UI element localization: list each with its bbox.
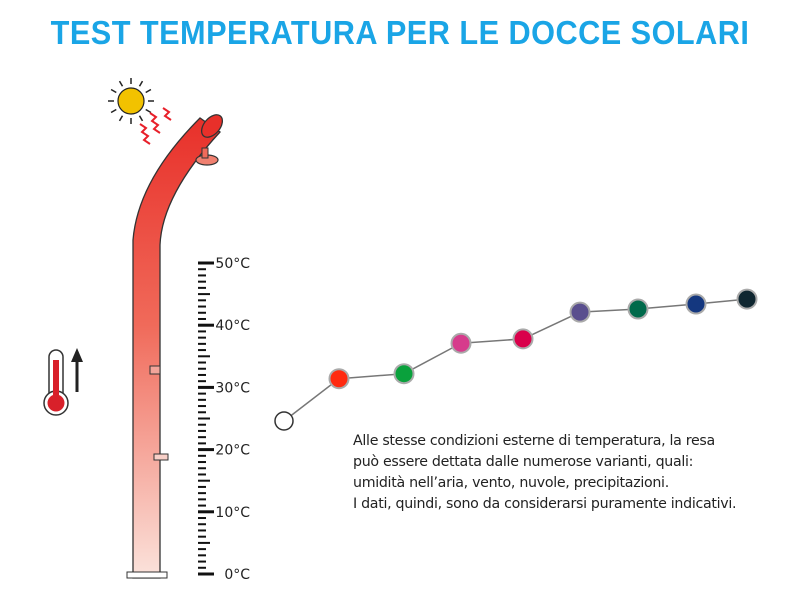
- heat-waves-icon: [139, 107, 172, 145]
- data-point: [736, 288, 758, 310]
- data-point: [569, 301, 591, 323]
- solar-shower-illustration: [126, 114, 224, 579]
- disclaimer-note: Alle stesse condizioni esterne di temper…: [353, 431, 793, 515]
- thermometer-icon: [43, 349, 69, 416]
- data-point: [393, 363, 415, 385]
- note-line: I dati, quindi, sono da considerarsi pur…: [353, 496, 737, 512]
- data-point: [512, 328, 534, 350]
- y-tick-label: 10°C: [215, 505, 250, 521]
- y-tick-label: 50°C: [215, 256, 250, 272]
- data-point: [328, 368, 350, 390]
- series-line-segment: [338, 372, 405, 380]
- plot-area: [274, 288, 758, 431]
- page-title: TEST TEMPERATURA PER LE DOCCE SOLARI: [50, 14, 750, 51]
- data-point: [627, 298, 649, 320]
- data-point: [685, 293, 707, 315]
- sun-icon: [108, 78, 154, 124]
- note-line: Alle stesse condizioni esterne di temper…: [353, 433, 715, 449]
- note-line: umidità nell’aria, vento, nuvole, precip…: [353, 475, 669, 491]
- y-tick-label: 0°C: [224, 567, 250, 583]
- y-tick-label: 20°C: [215, 443, 250, 459]
- y-tick-label: 40°C: [215, 318, 250, 334]
- series-line-segment: [403, 342, 462, 375]
- data-point: [450, 332, 472, 354]
- y-tick-label: 30°C: [215, 380, 250, 396]
- temperature-scale: 0°C 10°C 20°C 30°C 40°C 50°C: [198, 256, 250, 583]
- arrow-up-icon: [71, 348, 83, 392]
- series-line-segment: [283, 378, 340, 422]
- data-point: [274, 411, 294, 431]
- note-line: può essere dettata dalle numerose varian…: [353, 454, 694, 470]
